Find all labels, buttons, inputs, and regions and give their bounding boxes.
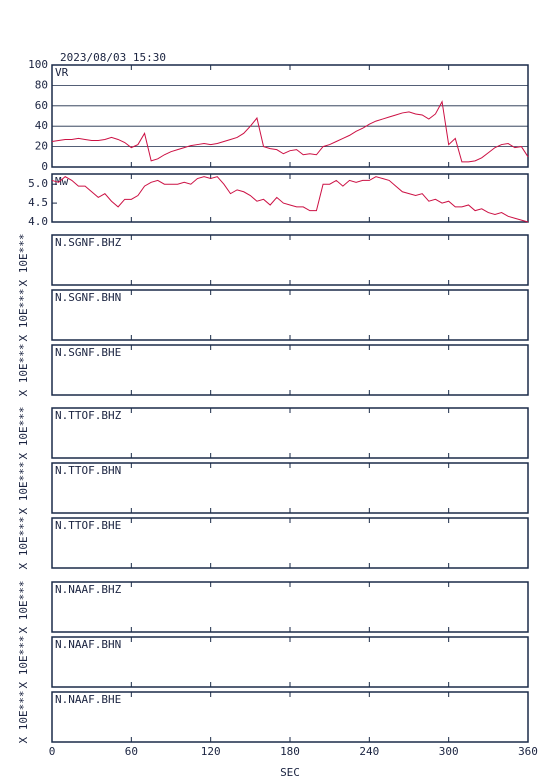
x-tick-label: 240 [359,745,379,758]
panel-label: VR [55,66,69,79]
x-tick-label: 300 [439,745,459,758]
panel-frame [51,636,529,688]
panel-frame [51,234,529,286]
panel-label: N.TTOF.BHZ [55,409,122,422]
y-axis-label: X 10E*** [17,636,30,689]
panel-frame [51,173,529,223]
y-tick-label: 4.5 [28,196,48,209]
panel-frame [51,691,529,743]
y-tick-label: 100 [28,58,48,71]
y-tick-label: 20 [35,140,48,153]
panel-frame [51,517,529,569]
panel-frame [51,64,529,168]
data-line [51,176,529,223]
panel-label: N.NAAF.BHN [55,638,121,651]
y-axis-label: X 10E*** [17,517,30,570]
x-axis-label: SEC [280,766,300,779]
y-axis-label: X 10E*** [17,462,30,515]
panel-frame [51,581,529,633]
y-axis-label: X 10E*** [17,234,30,287]
panel-label: N.TTOF.BHN [55,464,121,477]
y-axis-label: X 10E*** [17,407,30,460]
panel-label: N.NAAF.BHE [55,693,121,706]
x-tick-label: 60 [125,745,138,758]
panel-frame [51,462,529,514]
y-axis-label: X 10E*** [17,289,30,342]
y-tick-label: 0 [41,160,48,173]
y-axis-label: X 10E*** [17,344,30,397]
panel-label: N.NAAF.BHZ [55,583,122,596]
y-tick-label: 40 [35,119,48,132]
x-tick-label: 180 [280,745,300,758]
panel-frame [51,344,529,396]
x-tick-label: 120 [201,745,221,758]
panel-label: N.SGNF.BHN [55,291,121,304]
x-tick-label: 0 [49,745,56,758]
y-tick-label: 60 [35,99,48,112]
y-tick-label: 80 [35,78,48,91]
chart-title: 2023/08/03 15:30 [60,51,166,64]
panel-frame [51,407,529,459]
x-tick-label: 360 [518,745,538,758]
y-tick-label: 5.0 [28,177,48,190]
panel-label: N.TTOF.BHE [55,519,121,532]
y-tick-label: 4.0 [28,215,48,228]
panel-label: N.SGNF.BHE [55,346,121,359]
y-axis-label: X 10E*** [17,691,30,744]
panel-label: Mw [55,175,69,188]
panel-label: N.SGNF.BHZ [55,236,122,249]
data-line [51,100,529,163]
panel-frame [51,289,529,341]
y-axis-label: X 10E*** [17,581,30,634]
